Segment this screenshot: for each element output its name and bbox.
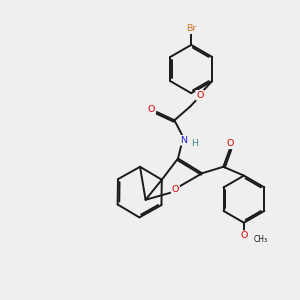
Text: N: N [180, 136, 188, 145]
Text: Br: Br [186, 24, 196, 33]
Text: O: O [227, 139, 234, 148]
Text: CH₃: CH₃ [254, 235, 268, 244]
Text: O: O [240, 231, 247, 240]
Text: O: O [148, 105, 155, 114]
Text: O: O [172, 185, 179, 194]
Text: H: H [192, 139, 199, 148]
Text: O: O [196, 91, 203, 100]
